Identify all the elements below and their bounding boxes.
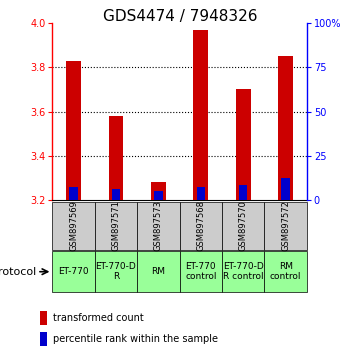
Text: GDS4474 / 7948326: GDS4474 / 7948326 [103,9,258,24]
Bar [151,182,166,200]
Text: GSM897572: GSM897572 [281,200,290,251]
Bar [109,116,123,200]
Text: transformed count: transformed count [53,313,144,323]
Bar [196,187,205,200]
Text: ET-770-D
R: ET-770-D R [96,262,136,281]
Text: GSM897569: GSM897569 [69,200,78,251]
Text: percentile rank within the sample: percentile rank within the sample [53,334,218,344]
Bar [281,178,290,200]
Text: RM: RM [151,267,165,276]
Text: GSM897568: GSM897568 [196,200,205,251]
Bar [239,184,247,200]
Bar [154,191,162,200]
Bar [179,202,222,250]
Bar [278,56,293,200]
Bar [179,251,222,292]
Text: ET-770-D
R control: ET-770-D R control [223,262,264,281]
Bar [52,251,95,292]
Bar [264,251,307,292]
Bar [222,202,264,250]
Text: protocol: protocol [0,267,36,277]
Bar [95,251,137,292]
Text: GSM897570: GSM897570 [239,200,248,251]
Bar [193,30,208,200]
Text: ET-770: ET-770 [58,267,89,276]
Bar [236,89,251,200]
Text: GSM897571: GSM897571 [112,200,121,251]
Text: RM
control: RM control [270,262,301,281]
Text: GSM897573: GSM897573 [154,200,163,251]
Bar [40,332,47,346]
Bar [222,251,264,292]
Bar [112,189,120,200]
Bar [264,202,307,250]
Bar [95,202,137,250]
Bar [66,61,81,200]
Bar [137,251,179,292]
Bar [69,187,78,200]
Text: ET-770
control: ET-770 control [185,262,217,281]
Bar [137,202,179,250]
Bar [40,312,47,325]
Bar [52,202,95,250]
